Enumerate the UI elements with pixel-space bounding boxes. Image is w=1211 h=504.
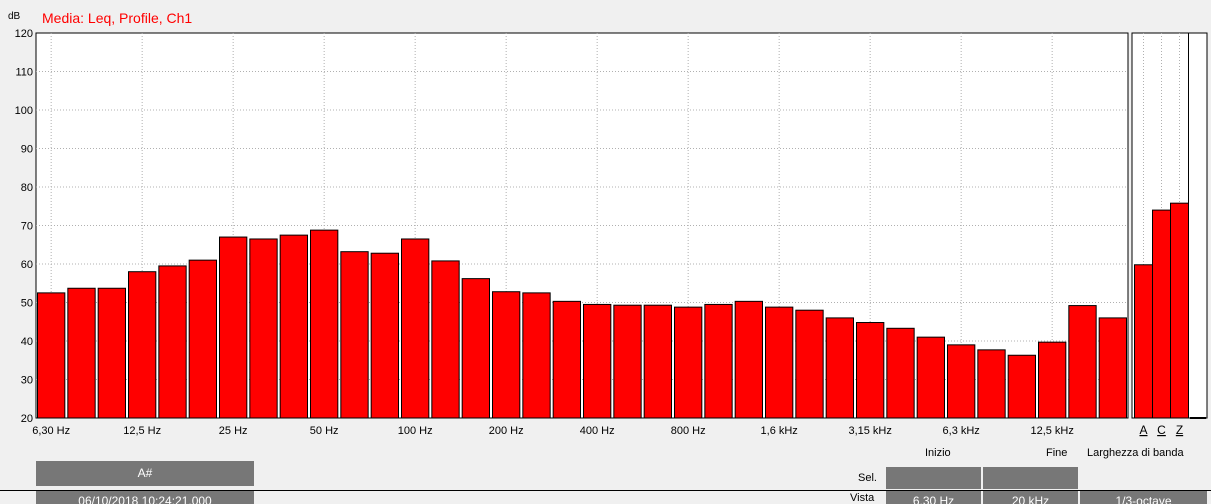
band-bar [704,303,733,419]
band-bar [886,327,915,419]
band-bar [401,238,430,419]
band-bar [128,271,157,419]
bottom-strip: 06/10/2018 10:24:21.000 Vista 6,30 Hz 20… [0,490,1211,504]
weighted-bar-a [1134,264,1153,419]
band-bar [856,322,885,419]
band-bar [340,251,369,419]
sel-inizio-field[interactable] [886,467,981,489]
band-bar [461,278,490,419]
y-tick-label: 30 [21,375,33,387]
y-tick-label: 80 [21,182,33,194]
chart-title: Media: Leq, Profile, Ch1 [42,10,192,26]
band-bar [1068,305,1097,419]
y-tick-label: 40 [21,336,33,348]
weighted-label-z[interactable]: Z [1176,423,1183,437]
y-axis: 20 30 40 50 60 70 80 90 100 110 120 [15,28,33,425]
cursor-header: A# [36,461,254,486]
band-bar [37,292,66,419]
weighted-label-c[interactable]: C [1157,423,1166,437]
band-bar [1038,341,1067,419]
weighted-bar-z [1170,202,1189,419]
x-tick-label: 12,5 Hz [123,425,161,437]
band-bar [765,306,794,419]
y-tick-label: 120 [15,28,33,40]
band-bar [158,265,187,419]
x-tick-label: 100 Hz [398,425,433,437]
row-sel-label: Sel. [858,472,877,484]
x-tick-label: 800 Hz [671,425,706,437]
band-bar [947,344,976,419]
sel-fine-field[interactable] [983,467,1078,489]
band-bar [188,259,218,419]
vista-inizio-field[interactable]: 6,30 Hz [886,491,981,504]
weighted-bar-c [1152,209,1171,419]
x-tick-label: 200 Hz [489,425,524,437]
row-vista-label: Vista [850,492,875,504]
x-tick-label: 25 Hz [219,425,248,437]
band-bar [492,291,521,419]
y-tick-label: 110 [15,67,33,79]
band-bars [37,229,1127,419]
band-bar [1007,354,1037,419]
band-bar [279,234,308,419]
x-tick-label: 400 Hz [580,425,615,437]
x-axis: 6,30 Hz 12,5 Hz 25 Hz 50 Hz 100 Hz 200 Hz 400 … [32,425,1074,437]
col-fine-label: Fine [1046,447,1068,459]
y-axis-unit: dB [8,11,21,22]
band-bar [795,309,824,419]
band-bar [674,306,703,419]
x-tick-label: 3,15 kHz [848,425,891,437]
band-bar [370,252,399,419]
spectrum-chart: dB Media: Leq, Profile, Ch1 20 30 40 50 60 70… [8,10,1208,437]
y-tick-label: 20 [21,413,33,425]
separator-line [0,490,1211,491]
band-bar [643,304,673,419]
band-bar [613,304,642,419]
band-bar [1098,317,1127,419]
y-tick-label: 60 [21,259,33,271]
band-bar [249,238,278,419]
x-tick-label: 50 Hz [310,425,339,437]
x-tick-label: 1,6 kHz [761,425,798,437]
col-banda-label: Larghezza di banda [1087,447,1184,459]
y-tick-label: 70 [21,221,33,233]
band-bar [431,260,460,419]
x-tick-label: 12,5 kHz [1030,425,1073,437]
band-bar [977,349,1006,419]
band-bar [67,287,96,419]
band-bar [219,236,248,419]
weighted-label-a[interactable]: A [1139,423,1147,437]
vista-fine-field[interactable]: 20 kHz [983,491,1078,504]
band-bar [583,303,612,419]
y-tick-label: 90 [21,144,33,156]
band-bar [97,287,126,419]
band-bar [916,336,946,419]
y-tick-label: 100 [15,105,33,117]
band-bar [825,317,855,419]
x-tick-label: 6,30 Hz [32,425,70,437]
cursor-timestamp: 06/10/2018 10:24:21.000 [36,491,254,504]
x-tick-label: 6,3 kHz [943,425,980,437]
band-bar [552,300,582,419]
vista-banda-field[interactable]: 1/3-octave [1080,491,1207,504]
grid-lines [36,33,1128,418]
band-bar [522,292,551,419]
band-bar [310,229,339,419]
y-tick-label: 50 [21,298,33,310]
col-inizio-label: Inizio [925,447,951,459]
weighted-bars [1134,202,1189,419]
band-bar [734,300,764,419]
